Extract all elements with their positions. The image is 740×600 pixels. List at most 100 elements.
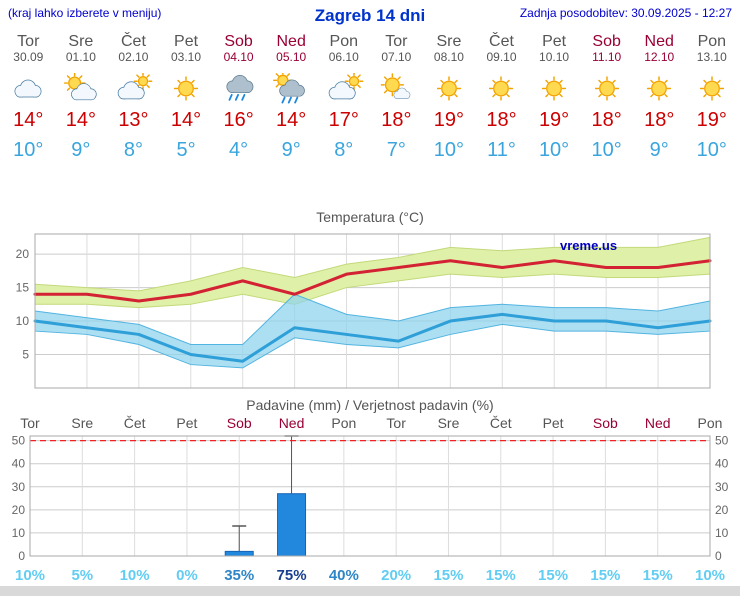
precipitation-chart: Tor Sre Čet Pet Sob Ned Pon Tor Sre Čet Pet Sob Ned P… [12, 415, 729, 584]
day-date: 09.10 [486, 50, 517, 65]
day-name: Pet [174, 33, 199, 50]
precip-day-label: Pon [331, 415, 356, 431]
day-name: Sob [224, 33, 253, 50]
max-temperature: 19° [538, 108, 570, 131]
sunny-icon [160, 73, 213, 107]
precip-day-label: Ned [279, 415, 305, 431]
precip-day-label: Čet [490, 415, 512, 431]
precipitation-chart-title: Padavine (mm) / Verjetnost padavin (%) [246, 396, 494, 413]
precipitation-probability: 40% [329, 567, 359, 584]
precipitation-probability: 10% [695, 567, 725, 584]
precipitation-probability: 75% [277, 567, 307, 584]
day-name: Tor [385, 33, 408, 50]
y-tick-label: 5 [22, 348, 29, 362]
mostly-sunny-icon [370, 73, 423, 107]
forecast-strip: Tor 30.09 14° 10° Sre 01.10 14° 9° Čet 02.10 13° 8°… [0, 32, 740, 162]
precipitation-probability: 0% [176, 567, 198, 584]
day-column[interactable]: Pet 10.10 19° 10° [528, 32, 581, 162]
y-tick-label-right: 40 [715, 457, 729, 471]
day-name: Tor [17, 33, 40, 50]
max-temperature-line [33, 259, 712, 303]
y-tick-label-right: 0 [715, 549, 722, 563]
y-tick-label-left: 0 [18, 549, 25, 563]
day-date: 02.10 [118, 50, 149, 65]
day-column[interactable]: Pon 13.10 19° 10° [686, 32, 739, 162]
max-temperature: 14° [65, 108, 96, 131]
precipitation-probability: 35% [224, 567, 254, 584]
min-temperature: 10° [538, 138, 570, 161]
day-date: 05.10 [276, 50, 307, 65]
day-column[interactable]: Ned 12.10 18° 9° [633, 32, 686, 162]
mostly-cloudy-icon [317, 72, 370, 107]
day-name: Čet [489, 33, 514, 50]
max-temperature: 18° [644, 108, 675, 131]
sunny-icon [633, 73, 686, 107]
day-name: Pet [542, 33, 567, 50]
min-temperature: 4° [229, 138, 249, 161]
sunny-icon [580, 73, 633, 107]
max-temperature: 14° [13, 108, 44, 131]
precipitation-probability: 10% [15, 567, 45, 584]
day-column[interactable]: Tor 30.09 14° 10° [2, 32, 55, 162]
precipitation-probability: 15% [538, 567, 568, 584]
y-tick-label-left: 40 [12, 457, 26, 471]
precipitation-probability: 5% [71, 567, 93, 584]
precip-day-label: Sre [71, 415, 93, 431]
page-title: Zagreb 14 dni [314, 6, 426, 25]
day-name: Pon [697, 33, 727, 50]
day-date: 07.10 [381, 50, 412, 65]
precip-day-label: Ned [645, 415, 671, 431]
precipitation-bar [277, 493, 307, 557]
day-column[interactable]: Čet 09.10 18° 11° [475, 32, 528, 162]
max-temperature: 18° [591, 108, 622, 131]
precipitation-probability: 15% [486, 567, 516, 584]
precip-day-label: Sre [438, 415, 460, 431]
day-name: Ned [276, 33, 306, 50]
min-temperature: 10° [696, 138, 727, 161]
day-column[interactable]: Čet 02.10 13° 8° [107, 32, 160, 162]
y-tick-label-left: 20 [12, 503, 26, 517]
precipitation-probability: 10% [120, 567, 150, 584]
y-tick-label: 10 [16, 314, 30, 328]
min-temperature: 5° [176, 138, 196, 161]
max-temperature: 13° [118, 108, 149, 131]
day-date: 12.10 [644, 50, 675, 65]
y-tick-label-left: 50 [12, 434, 26, 448]
day-date: 13.10 [696, 50, 727, 65]
day-name: Sre [68, 33, 94, 50]
header: (kraj lahko izberete v meniju) Zagreb 14… [0, 0, 740, 26]
min-temperature: 10° [433, 138, 465, 161]
max-temperature: 19° [696, 108, 727, 131]
y-tick-label-right: 30 [715, 480, 729, 494]
day-column[interactable]: Tor 07.10 18° 7° [370, 32, 423, 162]
min-temperature: 9° [281, 138, 301, 161]
shower-icon [265, 72, 318, 107]
temperature-chart: 5 10 15 20 vreme.us [16, 233, 712, 389]
day-column[interactable]: Ned 05.10 14° 9° [265, 32, 318, 162]
max-temperature: 18° [486, 108, 517, 131]
day-column[interactable]: Sre 08.10 19° 10° [423, 32, 476, 162]
day-date: 04.10 [223, 50, 254, 65]
max-temperature: 19° [433, 108, 465, 131]
footer-bar [0, 585, 740, 596]
day-column[interactable]: Pet 03.10 14° 5° [160, 32, 213, 162]
day-column[interactable]: Sob 04.10 16° 4° [212, 32, 265, 162]
precipitation-probability: 15% [590, 567, 620, 584]
y-tick-label-left: 10 [12, 526, 26, 540]
day-date: 11.10 [592, 50, 622, 65]
day-column[interactable]: Sob 11.10 18° 10° [580, 32, 633, 162]
y-tick-label: 20 [16, 247, 30, 261]
mostly-cloudy-icon [107, 72, 160, 107]
day-column[interactable]: Sre 01.10 14° 9° [55, 32, 108, 162]
day-name: Ned [644, 33, 674, 50]
day-column[interactable]: Pon 06.10 17° 8° [317, 32, 370, 162]
precipitation-probability: 15% [643, 567, 673, 584]
day-date: 03.10 [171, 50, 202, 65]
y-tick-label-left: 30 [12, 480, 26, 494]
y-tick-label-right: 50 [715, 434, 729, 448]
precip-day-label: Sob [227, 415, 252, 431]
day-date: 08.10 [433, 50, 464, 65]
precipitation-probability: 20% [381, 567, 411, 584]
watermark-link[interactable]: vreme.us [560, 238, 617, 253]
precip-day-label: Pet [176, 415, 197, 431]
